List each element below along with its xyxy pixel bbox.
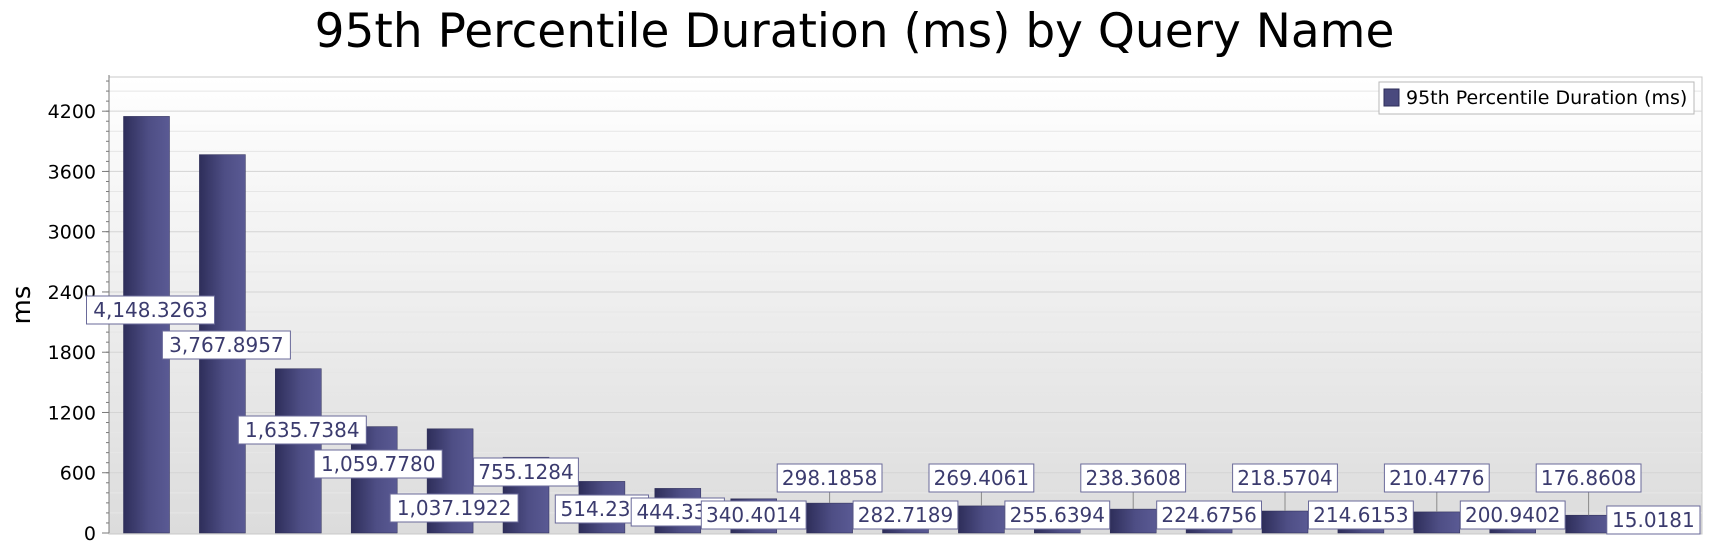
data-label-box (313, 449, 443, 479)
y-tick-label: 3000 (48, 222, 96, 244)
y-tick-label: 1200 (48, 402, 96, 424)
data-label: 238.3608 (1085, 466, 1180, 490)
chart-title: 95th Percentile Duration (ms) by Query N… (314, 4, 1395, 59)
y-tick-label: 3600 (48, 161, 96, 183)
data-label-box (700, 500, 807, 530)
y-axis: 0 600 1200 1800 2400 3000 3600 4200 (48, 75, 110, 544)
data-label-box (161, 330, 291, 360)
data-label: 4,148.3263 (93, 298, 208, 322)
data-label: 214.6153 (1313, 503, 1408, 527)
data-label-box (1232, 463, 1338, 493)
data-label: 224.6756 (1161, 503, 1256, 527)
data-label: 200.9402 (1465, 503, 1560, 527)
data-label: 755.1284 (478, 460, 573, 484)
data-label-box (1606, 505, 1701, 535)
data-label: 514.231 (561, 497, 644, 521)
data-label-box (1459, 500, 1566, 530)
bar (275, 368, 322, 534)
legend-label: 95th Percentile Duration (ms) (1406, 87, 1687, 109)
data-label: 255.6394 (1010, 503, 1105, 527)
data-label: 218.5704 (1237, 466, 1332, 490)
data-label: 15.0181 (1612, 508, 1695, 532)
y-tick-label: 2400 (48, 282, 96, 304)
data-label: 176.8608 (1541, 466, 1636, 490)
data-label-box (86, 295, 215, 325)
data-label-box (473, 457, 579, 487)
data-label-box (1004, 500, 1111, 530)
legend-box (1378, 81, 1695, 115)
data-label: 210.4776 (1389, 466, 1484, 490)
data-label-box (1308, 500, 1414, 530)
y-tick-label: 600 (60, 463, 96, 485)
data-label-box (1080, 463, 1187, 493)
bar (123, 116, 170, 534)
y-tick-label: 0 (84, 523, 96, 544)
data-label-box (928, 463, 1035, 493)
data-label: 282.7189 (858, 503, 953, 527)
data-label-box (237, 415, 367, 445)
bar (1109, 508, 1157, 534)
data-label-box (776, 463, 883, 493)
y-axis-title: ms (7, 286, 37, 325)
data-label: 1,059.7780 (321, 452, 436, 476)
bar (1261, 510, 1309, 534)
data-label: 340.4014 (706, 503, 801, 527)
y-tick-label: 4200 (48, 101, 96, 123)
data-label: 1,635.7384 (245, 418, 360, 442)
y-tick-label: 1800 (48, 342, 96, 364)
data-label: 3,767.8957 (169, 333, 284, 357)
bar (958, 505, 1005, 534)
data-label-box (389, 493, 519, 523)
bar (1413, 511, 1461, 534)
legend: 95th Percentile Duration (ms) (1378, 81, 1695, 115)
data-label: 269.4061 (934, 466, 1029, 490)
gridlines (109, 90, 1702, 514)
data-label: 1,037.1922 (397, 496, 512, 520)
legend-swatch (1383, 88, 1400, 107)
data-label-box (1156, 500, 1262, 530)
data-label-box (852, 500, 959, 530)
data-label-box (1535, 463, 1642, 493)
bar (806, 502, 853, 534)
bar (1565, 514, 1612, 534)
data-labels: 4,148.3263 3,767.8957 1,635.7384 1,059.7780… (86, 295, 1701, 535)
data-label-box (1383, 463, 1490, 493)
data-label: 298.1858 (782, 466, 877, 490)
